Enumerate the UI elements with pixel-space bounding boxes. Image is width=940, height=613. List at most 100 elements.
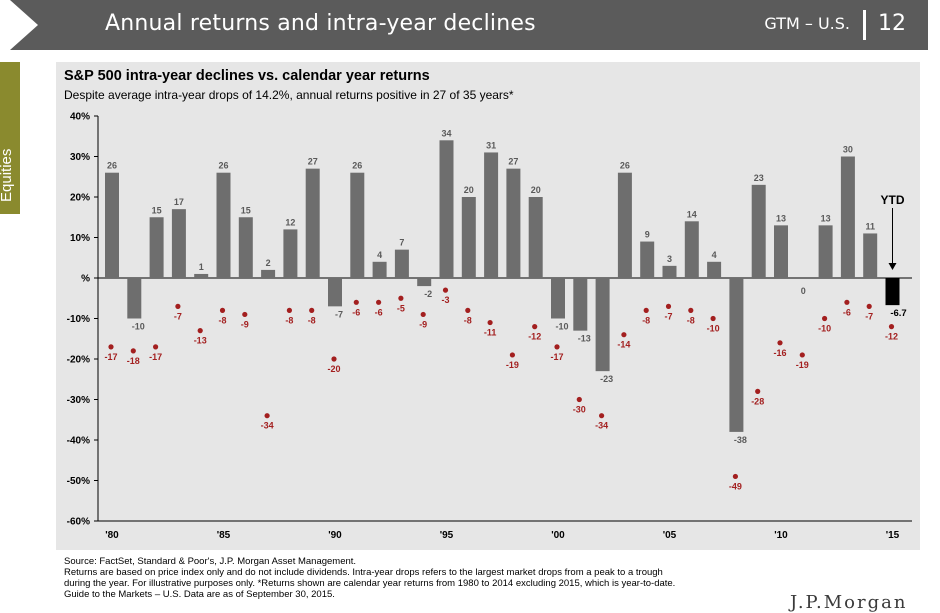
- return-label: 9: [645, 230, 650, 240]
- decline-label: -8: [464, 315, 472, 325]
- decline-label: -49: [729, 481, 742, 491]
- ytd-label: YTD: [881, 193, 905, 207]
- decline-dot: [777, 340, 783, 346]
- decline-dot: [621, 332, 627, 338]
- decline-label: -19: [796, 360, 809, 370]
- decline-label: -34: [595, 421, 608, 431]
- decline-label: -19: [506, 360, 519, 370]
- decline-label: -8: [642, 315, 650, 325]
- return-label: -10: [132, 322, 145, 332]
- decline-label: -20: [327, 364, 340, 374]
- decline-dot: [554, 344, 560, 350]
- y-tick-label: -10%: [67, 314, 90, 325]
- return-bar: [863, 233, 878, 278]
- decline-label: -9: [419, 319, 427, 329]
- return-label: 20: [531, 185, 541, 195]
- decline-label: -8: [308, 315, 316, 325]
- decline-label: -6: [375, 307, 383, 317]
- decline-dot: [755, 388, 761, 394]
- return-bar: [640, 241, 655, 278]
- return-label: 13: [821, 213, 831, 223]
- y-tick-label: %: [81, 274, 90, 285]
- return-bar: [305, 168, 320, 278]
- return-bar: [707, 261, 722, 278]
- decline-dot: [442, 287, 449, 293]
- chart-title: S&P 500 intra-year declines vs. calendar…: [64, 68, 430, 84]
- chart-subtitle: Despite average intra-year drops of 14.2…: [64, 88, 514, 102]
- decline-label: -17: [104, 352, 117, 362]
- decline-dot: [286, 307, 292, 313]
- decline-label: -12: [528, 332, 541, 342]
- return-bar: [238, 217, 253, 278]
- decline-dot: [665, 303, 672, 309]
- x-tick-label: '80: [105, 530, 119, 541]
- decline-dot: [487, 319, 493, 326]
- y-tick-label: 10%: [70, 233, 90, 244]
- decline-label: -10: [707, 324, 720, 334]
- return-bar: [105, 172, 119, 278]
- decline-dot: [732, 473, 739, 480]
- decline-label: -18: [127, 356, 140, 366]
- return-label: 4: [377, 250, 382, 260]
- return-label: 3: [667, 254, 672, 264]
- return-bar: [194, 273, 209, 278]
- decline-dot: [242, 311, 248, 318]
- decline-dot: [888, 324, 895, 330]
- header-bar: [10, 0, 928, 50]
- return-bar: [417, 278, 432, 287]
- return-label: 26: [107, 161, 117, 171]
- return-label: 2: [266, 258, 271, 268]
- return-label: 13: [776, 213, 786, 223]
- decline-label: -7: [174, 311, 182, 321]
- x-tick-label: '15: [886, 530, 900, 541]
- decline-label: -3: [441, 295, 449, 305]
- return-bar: [573, 278, 588, 331]
- decline-label: -10: [818, 324, 831, 334]
- footnote-line: Guide to the Markets – U.S. Data are as …: [64, 589, 335, 600]
- return-label: -7: [335, 309, 343, 319]
- return-bar: [171, 209, 186, 278]
- return-label: 20: [464, 185, 474, 195]
- decline-dot: [420, 311, 426, 318]
- return-bar: [840, 156, 855, 278]
- footnotes: Source: FactSet, Standard & Poor's, J.P.…: [64, 556, 675, 600]
- decline-dot: [643, 307, 649, 313]
- return-label: 11: [865, 221, 875, 231]
- return-label: 34: [441, 128, 451, 138]
- return-bar: [774, 225, 788, 278]
- page-title: Annual returns and intra-year declines: [105, 11, 536, 36]
- decline-dot: [822, 315, 828, 322]
- return-bar: [328, 278, 342, 307]
- ytd-arrow-head: [888, 263, 897, 270]
- return-label: 31: [486, 140, 496, 150]
- return-label: -23: [600, 374, 613, 384]
- header-divider: [863, 10, 866, 40]
- return-bar: [127, 278, 142, 319]
- return-label: 27: [308, 157, 318, 167]
- return-label: 4: [712, 250, 717, 260]
- return-label: -13: [578, 334, 591, 344]
- return-bar: [461, 197, 476, 278]
- return-bar: [216, 172, 231, 278]
- section-side-tab[interactable]: Equities: [0, 62, 20, 214]
- return-label: -10: [555, 322, 568, 332]
- return-label: 0: [801, 286, 806, 296]
- return-bar: [283, 229, 298, 278]
- decline-label: -30: [573, 405, 586, 415]
- return-label: 7: [399, 238, 404, 248]
- decline-label: -14: [617, 340, 630, 350]
- x-tick-label: '00: [551, 530, 565, 541]
- return-bar: [751, 184, 766, 278]
- header-chevron: [10, 0, 38, 50]
- return-label: 15: [152, 205, 162, 215]
- decline-dot: [219, 307, 226, 313]
- decline-label: -9: [241, 319, 249, 329]
- return-label: -2: [424, 289, 432, 299]
- return-label: 12: [285, 217, 295, 227]
- x-tick-label: '10: [774, 530, 788, 541]
- return-label: 30: [843, 145, 853, 155]
- decline-label: -17: [550, 352, 563, 362]
- decline-dot: [153, 344, 159, 350]
- page-number: 12: [878, 11, 906, 36]
